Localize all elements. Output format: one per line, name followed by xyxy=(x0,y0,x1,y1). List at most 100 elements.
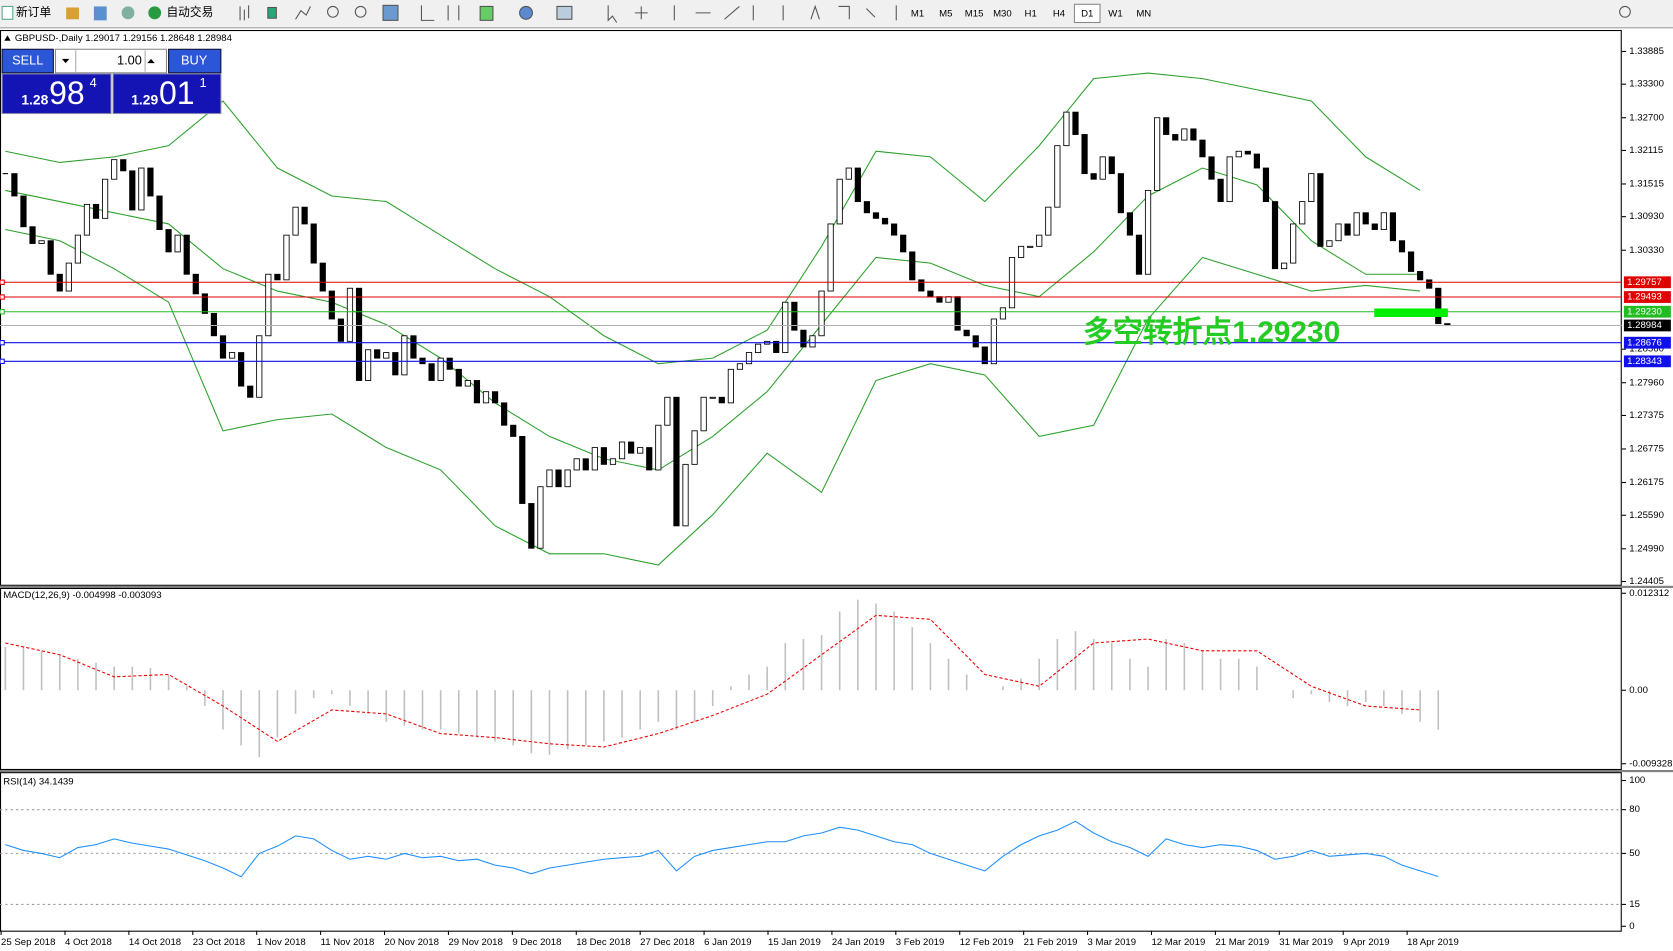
level-label-box xyxy=(1623,355,1671,368)
timeframe[interactable]: H1 xyxy=(1025,8,1037,19)
candle xyxy=(1280,262,1288,270)
bid-sup: 4 xyxy=(90,75,97,90)
candle xyxy=(564,469,571,488)
candle xyxy=(74,234,81,264)
timeframe[interactable]: M30 xyxy=(993,8,1012,19)
candle xyxy=(546,469,553,488)
candle xyxy=(655,424,662,471)
x-tick-label: 21 Feb 2019 xyxy=(1024,937,1078,948)
timeframe[interactable]: M1 xyxy=(911,8,924,19)
lot-spinner[interactable] xyxy=(54,48,167,74)
candle xyxy=(283,234,290,281)
candle xyxy=(1117,173,1124,214)
macd-signal xyxy=(5,614,1421,748)
candle xyxy=(1208,156,1215,180)
candle xyxy=(1235,150,1242,158)
candle xyxy=(628,441,635,454)
buy-button[interactable] xyxy=(168,48,222,74)
y-tick-label: 1.33300 xyxy=(1629,79,1664,90)
candle xyxy=(1181,128,1188,141)
timeframe[interactable]: MN xyxy=(1136,8,1151,19)
active-timeframe[interactable] xyxy=(1073,3,1101,24)
candle xyxy=(1063,111,1070,147)
candle xyxy=(891,223,898,236)
timeframe[interactable]: M5 xyxy=(939,8,952,19)
y-tick-label: 1.26775 xyxy=(1629,444,1664,455)
chart-window xyxy=(0,28,1673,951)
candle xyxy=(1326,240,1333,247)
y-tick-label: 1.24990 xyxy=(1629,543,1664,554)
candle xyxy=(20,195,27,228)
y-tick-label: 1.27960 xyxy=(1629,377,1664,388)
icon[interactable] xyxy=(121,6,135,20)
candle xyxy=(673,396,680,527)
candle xyxy=(1344,223,1351,236)
candle xyxy=(1199,139,1206,158)
timeframe[interactable]: W1 xyxy=(1108,8,1122,19)
candle xyxy=(83,203,91,236)
candle xyxy=(582,458,589,471)
candle xyxy=(909,251,916,281)
candle xyxy=(1389,212,1397,242)
icon[interactable] xyxy=(93,6,107,21)
timeframe[interactable]: H4 xyxy=(1053,8,1066,19)
x-tick-label: 27 Dec 2018 xyxy=(640,937,694,948)
candle xyxy=(156,195,163,230)
auto-trading-button[interactable]: 自动交易 xyxy=(148,5,213,20)
candle xyxy=(1244,150,1251,155)
candle xyxy=(337,318,344,342)
bollinger-band xyxy=(5,72,1421,365)
candle xyxy=(482,391,490,404)
x-tick-label: 11 Nov 2018 xyxy=(321,937,375,948)
candle xyxy=(836,178,843,225)
new-order-button[interactable]: 新订单 xyxy=(1,5,51,20)
candle xyxy=(1154,117,1161,191)
candle xyxy=(1398,240,1406,253)
candle xyxy=(718,396,725,404)
price-pane xyxy=(0,29,1622,586)
candle xyxy=(1299,201,1306,225)
y-tick-label: 15 xyxy=(1629,899,1640,910)
tool-icons[interactable] xyxy=(239,4,1631,23)
candle xyxy=(1163,117,1170,135)
icon xyxy=(354,5,367,18)
level-label: 1.29230 xyxy=(1627,306,1662,317)
candle xyxy=(609,458,617,465)
candle xyxy=(410,335,417,359)
candle xyxy=(591,447,598,471)
candle xyxy=(310,223,317,264)
pane-separator xyxy=(0,585,1673,588)
y-tick-label: 80 xyxy=(1629,804,1640,815)
bid-prefix: 1.28 xyxy=(21,91,48,107)
ask-sup: 1 xyxy=(200,75,207,90)
timeframe[interactable]: D1 xyxy=(1081,8,1093,19)
candle xyxy=(782,301,789,353)
sell-button[interactable] xyxy=(1,48,54,74)
candle xyxy=(528,503,535,549)
x-tick-label: 31 Mar 2019 xyxy=(1279,937,1333,948)
candle xyxy=(881,217,889,225)
candle xyxy=(900,234,907,253)
candle xyxy=(972,335,979,348)
icon[interactable] xyxy=(66,7,79,20)
timeframe[interactable]: M15 xyxy=(965,8,984,19)
candle xyxy=(1072,111,1079,135)
candle xyxy=(637,447,644,454)
y-tick-label: 1.27375 xyxy=(1629,410,1664,421)
bid-big: 98 xyxy=(49,75,85,111)
ask-box[interactable] xyxy=(112,73,222,115)
candle xyxy=(745,352,753,365)
x-tick-label: 3 Mar 2019 xyxy=(1088,937,1137,948)
bid-box[interactable] xyxy=(1,73,112,115)
level-label-box xyxy=(1623,291,1671,303)
bollinger-band xyxy=(5,228,1421,566)
level-label-box xyxy=(1623,305,1671,318)
level-label: 1.29757 xyxy=(1627,277,1662,288)
level-end xyxy=(0,340,5,346)
candle xyxy=(501,402,508,426)
icon xyxy=(239,5,250,21)
candle xyxy=(1253,153,1260,169)
level-label: 1.28343 xyxy=(1627,356,1662,367)
candle xyxy=(664,396,671,426)
icon xyxy=(556,5,573,20)
